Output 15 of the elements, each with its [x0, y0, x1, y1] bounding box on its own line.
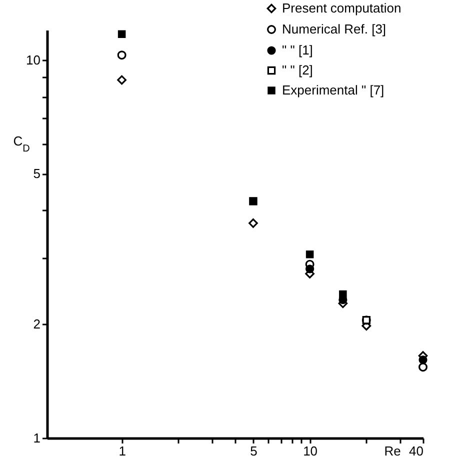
legend-label: Numerical Ref. [3]	[282, 22, 386, 36]
y-tick-label: 5	[33, 166, 40, 182]
y-axis-title: C$_{D}$	[13, 134, 30, 154]
x-tick-label: 1	[118, 444, 126, 458]
x-tick-label: 5	[250, 444, 258, 458]
x-axis-title: Re	[384, 444, 401, 458]
legend-label: Present computation	[282, 0, 402, 16]
y-tick-label: 10	[26, 52, 40, 68]
legend-label: " " [1]	[282, 42, 313, 58]
y-tick-label: 2	[33, 316, 40, 332]
y-tick-label: 1	[33, 430, 40, 446]
legend-label: Experimental " [7]	[282, 82, 384, 98]
legend-label: " " [2]	[282, 62, 313, 78]
x-tick-label: 10	[303, 444, 318, 458]
x-tick-label: 40	[409, 444, 424, 458]
